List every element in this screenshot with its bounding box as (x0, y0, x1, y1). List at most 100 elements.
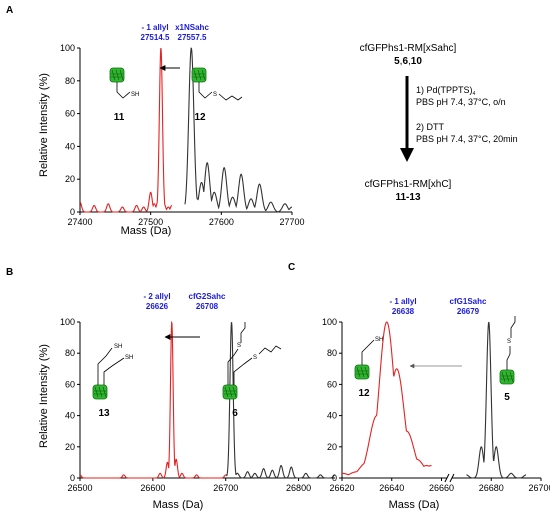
y-tick-label: 0 (70, 473, 75, 483)
protein-icon (354, 364, 370, 380)
allyl-tail-icon (240, 322, 246, 343)
compound-12-label-c: 12 (358, 388, 370, 399)
y-tick-label: 100 (322, 317, 337, 327)
spectrum-line-c-2 (466, 321, 527, 479)
peak-a2-mass: 27557.5 (178, 33, 207, 42)
spectrum-line-a-1 (79, 47, 173, 213)
y-tick-label: 0 (70, 207, 75, 217)
protein-icon (109, 67, 125, 83)
y-tick-label: 40 (65, 141, 75, 151)
peak-b1-mass: 26626 (146, 302, 169, 311)
x-tick-label: 26800 (286, 483, 311, 493)
peak-b2-mass: 26708 (196, 302, 219, 311)
x-tick-label: 26620 (329, 483, 354, 493)
sh-label: SH (125, 355, 133, 361)
spectrum-line-b-1 (79, 320, 226, 479)
x-tick-label: 27700 (279, 217, 304, 227)
thiol-chain-icon (361, 339, 375, 365)
thiol-chain-icon (97, 347, 113, 385)
y-tick-label: 20 (65, 174, 75, 184)
sh-label: SH (114, 344, 122, 350)
allyl-chain-icon (227, 348, 239, 385)
axis-break-mark (444, 473, 450, 483)
peak-c1-mass: 26638 (392, 307, 415, 316)
peak-b2-name: cfG2Sahc (189, 292, 226, 301)
scheme-arrow-head (400, 148, 414, 162)
scheme-step2-conditions: PBS pH 7.4, 37°C, 20min (416, 134, 518, 144)
y-tick-label: 20 (327, 442, 337, 452)
s-label: S (213, 92, 217, 98)
panel-c-xlabel: Mass (Da) (389, 499, 440, 511)
compound-6-label: 6 (232, 408, 238, 419)
allyl-chain-icon (506, 346, 511, 370)
y-tick-label: 40 (327, 411, 337, 421)
x-tick-label: 26700 (213, 483, 238, 493)
x-tick-label: 26640 (379, 483, 404, 493)
x-tick-label: 27600 (209, 217, 234, 227)
protein-icon (499, 369, 515, 385)
axis-break-mark (449, 473, 455, 483)
y-tick-label: 100 (60, 317, 75, 327)
x-tick-label: 26600 (140, 483, 165, 493)
peak-a1-mass: 27514.5 (141, 33, 170, 42)
scheme-start-name: cfGFPhs1-RM[xSahc] (360, 43, 457, 54)
s-label: S (253, 355, 257, 361)
x-tick-label: 26680 (479, 483, 504, 493)
s-label: S (237, 343, 241, 349)
scheme-end-name: cfGFPhs1-RM[xhC] (365, 179, 452, 190)
compound-12-label: 12 (194, 112, 206, 123)
compound-5-label: 5 (504, 392, 510, 403)
y-tick-label: 80 (65, 348, 75, 358)
sh-label: SH (131, 92, 139, 98)
compound-13-label: 13 (98, 408, 110, 419)
y-tick-label: 20 (65, 442, 75, 452)
panel-a-plot: 0 20 40 60 80 100 27400 27500 27600 27700 (60, 43, 305, 227)
x-tick-label: 26700 (528, 483, 550, 493)
y-tick-label: 80 (327, 348, 337, 358)
scheme-end-numbers: 11-13 (395, 192, 420, 203)
peak-b1-name: - 2 allyl (143, 292, 170, 301)
allyl-chain-icon (233, 357, 253, 385)
allyl-tail-icon (218, 93, 243, 101)
scheme-step2: 2) DTT (416, 122, 445, 132)
peak-c2-mass: 26679 (457, 307, 480, 316)
sh-label: SH (375, 337, 383, 343)
peak-a1-name: - 1 allyl (141, 23, 168, 32)
y-tick-label: 60 (327, 379, 337, 389)
protein-icon (222, 384, 238, 400)
protein-icon (191, 67, 207, 83)
compound-11-label: 11 (114, 112, 125, 123)
x-tick-label: 26500 (67, 483, 92, 493)
y-tick-label: 60 (65, 379, 75, 389)
allyl-tail-icon (510, 316, 516, 338)
y-tick-label: 100 (60, 43, 75, 53)
y-tick-label: 80 (65, 76, 75, 86)
axis-break (446, 474, 452, 482)
panel-b-label: B (6, 267, 13, 278)
panel-b-xlabel: Mass (Da) (153, 499, 204, 511)
scheme-start-numbers: 5,6,10 (394, 56, 422, 67)
y-tick-label: 0 (332, 473, 337, 483)
x-tick-label: 27500 (138, 217, 163, 227)
peak-a2-name: x1NSahc (175, 23, 209, 32)
panel-c-label: C (288, 262, 295, 273)
protein-icon (92, 384, 108, 400)
spectrum-line-b-2 (225, 322, 336, 479)
scheme-step1-conditions: PBS pH 7.4, 37°C, o/n (416, 97, 506, 107)
scheme-step1: 1) Pd(TPPTS)4 (416, 85, 476, 97)
spectrum-line-a-2 (184, 47, 293, 213)
x-tick-label: 26660 (429, 483, 454, 493)
spectrum-line-c-1 (341, 321, 432, 476)
allyl-chain-icon (198, 82, 213, 99)
allyl-tail-icon (258, 345, 282, 355)
y-tick-label: 40 (65, 411, 75, 421)
thiol-chain-icon (103, 357, 125, 385)
panel-c-plot: 0 20 40 60 80 100 26620 26640 26660 26680 26700 (322, 317, 550, 493)
x-tick-label: 27400 (67, 217, 92, 227)
y-tick-label: 60 (65, 109, 75, 119)
s-label: S (507, 339, 511, 345)
panel-b-ylabel: Relative Intensity (%) (38, 344, 50, 448)
peak-c2-name: cfG1Sahc (450, 297, 487, 306)
